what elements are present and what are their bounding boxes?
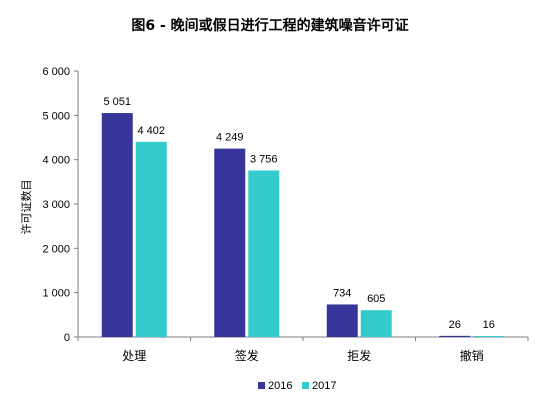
bar-2017-3 — [473, 336, 505, 337]
y-tick-label: 1 000 — [42, 288, 70, 300]
y-tick-label: 6 000 — [42, 66, 70, 78]
y-tick-label: 4 000 — [42, 155, 70, 167]
bar-2017-2 — [360, 310, 392, 337]
bar-2016-3 — [439, 335, 471, 337]
legend: 2016 2017 — [258, 380, 336, 392]
chart-title: 图6 - 晚间或假日进行工程的建筑噪音许可证 — [131, 17, 408, 34]
x-tick-label: 处理 — [122, 349, 146, 363]
data-label-2016-0: 5 051 — [103, 96, 131, 108]
data-label-2017-3: 16 — [483, 319, 495, 331]
x-tick-label: 签发 — [235, 348, 259, 363]
bar-2017-0 — [135, 141, 167, 337]
bar-2017-1 — [248, 170, 280, 337]
x-tick-label: 撤销 — [460, 348, 484, 363]
data-label-2017-1: 3 756 — [250, 153, 278, 165]
data-label-2016-2: 734 — [333, 287, 351, 299]
legend-label-2016: 2016 — [268, 380, 292, 392]
bar-2016-0 — [101, 113, 133, 338]
data-label-2016-3: 26 — [449, 319, 461, 331]
data-label-2017-2: 605 — [367, 293, 385, 305]
y-tick-label: 3 000 — [42, 199, 70, 211]
legend-swatch-2017 — [302, 382, 309, 389]
legend-label-2017: 2017 — [312, 380, 336, 392]
bar-2016-1 — [214, 148, 246, 337]
bar-2016-2 — [326, 304, 358, 337]
y-tick-label: 0 — [64, 332, 70, 344]
legend-swatch-2016 — [258, 382, 265, 389]
y-tick-label: 5 000 — [42, 110, 70, 122]
plot-area: 0 1 000 2 000 3 000 4 000 5 000 6 000 5 051 4 40… — [42, 66, 529, 363]
y-tick-label: 2 000 — [42, 243, 70, 255]
y-axis-label: 许可证数目 — [20, 180, 33, 235]
x-tick-label: 拒发 — [347, 348, 371, 363]
data-label-2016-1: 4 249 — [216, 132, 244, 144]
data-label-2017-0: 4 402 — [137, 125, 165, 137]
